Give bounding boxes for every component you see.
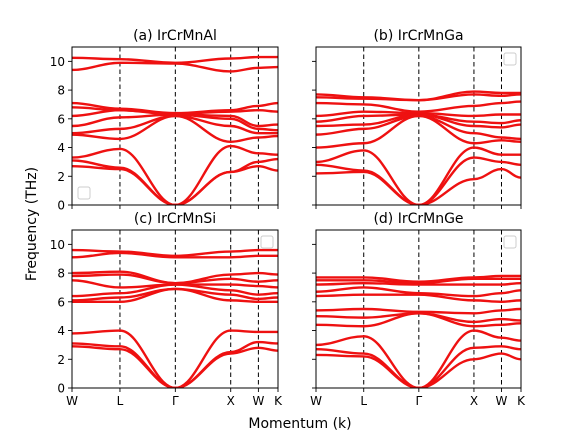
band-branch-10 xyxy=(316,352,521,388)
legend-box xyxy=(503,235,517,249)
x-tick-label: Γ xyxy=(172,394,179,408)
panel-title: (c) IrCrMnSi xyxy=(134,211,216,227)
x-tick-label: K xyxy=(274,394,283,408)
bands xyxy=(316,90,521,205)
panel-title: (a) IrCrMnAl xyxy=(133,28,217,44)
panel-title: (d) IrCrMnGe xyxy=(373,211,463,227)
band-branch-7 xyxy=(316,114,521,149)
x-axis-label: Momentum (k) xyxy=(248,416,351,432)
x-tick-label: X xyxy=(227,394,235,408)
band-branch-1 xyxy=(72,251,278,259)
band-branch-2 xyxy=(316,100,521,113)
band-branch-1 xyxy=(316,93,521,102)
panel-1: (b) IrCrMnGa xyxy=(312,28,522,209)
x-tick-label: L xyxy=(117,394,124,408)
y-tick-label: 0 xyxy=(57,199,65,213)
band-branch-10 xyxy=(316,167,521,205)
band-branch-6 xyxy=(72,114,278,135)
band-branch-3 xyxy=(72,273,278,285)
band-branch-8 xyxy=(316,146,521,205)
band-branch-5 xyxy=(316,307,521,315)
band-branch-8 xyxy=(316,329,521,388)
y-tick-label: 8 xyxy=(57,267,65,281)
bands xyxy=(72,55,278,205)
legend-box xyxy=(77,186,91,200)
y-tick-label: 4 xyxy=(57,141,65,155)
band-branch-8 xyxy=(72,329,278,388)
x-tick-label: L xyxy=(360,394,367,408)
band-branch-2 xyxy=(316,281,521,286)
y-tick-label: 0 xyxy=(57,382,65,396)
y-tick-label: 4 xyxy=(57,324,65,338)
legend-box xyxy=(260,235,274,249)
y-tick-label: 8 xyxy=(57,84,65,98)
x-tick-label: X xyxy=(470,394,478,408)
x-tick-label: K xyxy=(517,394,526,408)
band-branch-5 xyxy=(72,113,278,132)
x-tick-label: W xyxy=(310,394,322,408)
y-tick-label: 2 xyxy=(57,353,65,367)
band-branch-2 xyxy=(72,270,278,285)
y-tick-label: 10 xyxy=(50,55,65,69)
panel-0: (a) IrCrMnAl 0 2 4 6 8 10 xyxy=(50,28,279,213)
legend-box xyxy=(503,52,517,66)
band-branch-9 xyxy=(316,345,521,388)
panel-title: (b) IrCrMnGa xyxy=(373,28,463,44)
x-tick-label: W xyxy=(66,394,78,408)
y-tick-label: 6 xyxy=(57,112,65,126)
band-branch-0 xyxy=(316,90,521,102)
band-branch-7 xyxy=(316,312,521,328)
bands xyxy=(72,248,278,388)
band-branch-5 xyxy=(72,283,278,298)
bands xyxy=(316,274,521,388)
band-branch-7 xyxy=(72,287,278,304)
x-tick-label: W xyxy=(252,394,264,408)
band-branch-3 xyxy=(316,110,521,118)
y-tick-label: 2 xyxy=(57,170,65,184)
band-branch-4 xyxy=(72,279,278,289)
band-branch-0 xyxy=(72,55,278,64)
band-branch-3 xyxy=(316,286,521,298)
band-branch-4 xyxy=(316,113,521,125)
x-tick-label: W xyxy=(496,394,508,408)
band-branch-1 xyxy=(316,277,521,285)
panels: (a) IrCrMnAl 0 2 4 6 8 10 (b) IrCrMnGa (c) IrCrM… xyxy=(50,28,526,408)
band-branch-5 xyxy=(316,113,521,129)
band-branch-0 xyxy=(316,274,521,283)
band-branch-7 xyxy=(72,114,278,143)
band-branch-1 xyxy=(72,61,278,73)
y-tick-label: 6 xyxy=(57,295,65,309)
band-branch-0 xyxy=(72,248,278,258)
band-branch-6 xyxy=(72,287,278,302)
band-branch-10 xyxy=(72,165,278,205)
x-tick-label: Γ xyxy=(415,394,422,408)
band-branch-6 xyxy=(316,114,521,141)
band-branch-4 xyxy=(72,109,278,128)
band-branch-9 xyxy=(316,156,521,205)
y-axis-label: Frequency (THz) xyxy=(24,167,40,281)
band-branch-4 xyxy=(316,293,521,304)
band-branch-8 xyxy=(72,144,278,205)
band-branch-6 xyxy=(316,312,521,324)
band-branch-10 xyxy=(72,345,278,388)
y-tick-label: 10 xyxy=(50,238,65,252)
